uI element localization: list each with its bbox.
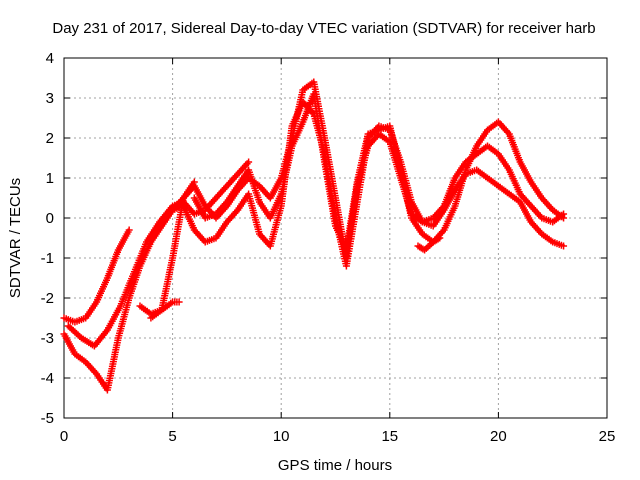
x-tick-label: 20: [490, 428, 507, 445]
series-track-6: [190, 90, 568, 254]
plot-frame: [63, 57, 608, 419]
grid-lines: [64, 58, 607, 418]
y-axis-label: SDTVAR / TECUs: [7, 178, 24, 298]
x-tick-label: 0: [60, 428, 68, 445]
x-tick-label: 5: [168, 428, 176, 445]
chart-title: Day 231 of 2017, Sidereal Day-to-day VTE…: [52, 20, 595, 37]
x-tick-label: 15: [381, 428, 398, 445]
x-tick-label: 25: [599, 428, 616, 445]
y-tick-label: 3: [46, 90, 54, 107]
y-tick-label: -4: [41, 370, 54, 387]
series-markers: [414, 234, 444, 254]
y-tick-label: 2: [46, 130, 54, 147]
series-track-3: [64, 158, 253, 350]
data-markers: [60, 78, 568, 394]
series-markers: [136, 298, 183, 318]
y-tick-label: -2: [41, 290, 54, 307]
y-tick-label: 0: [46, 210, 54, 227]
y-tick-label: 4: [46, 50, 54, 67]
y-tick-label: -3: [41, 330, 54, 347]
series-markers: [190, 90, 568, 254]
series-track-1: [60, 226, 133, 326]
x-axis-ticks: 0 5 10 15 20 25: [60, 58, 616, 445]
y-axis-ticks: -5 -4 -3 -2 -1 0 1 2 3 4: [41, 50, 607, 427]
series-markers: [64, 158, 253, 350]
x-axis-label: GPS time / hours: [278, 457, 392, 474]
series-track-8: [414, 234, 444, 254]
y-tick-label: -1: [41, 250, 54, 267]
y-tick-label: -5: [41, 410, 54, 427]
series-track-7: [136, 298, 183, 318]
series-markers: [60, 226, 133, 326]
y-tick-label: 1: [46, 170, 54, 187]
x-tick-label: 10: [273, 428, 290, 445]
